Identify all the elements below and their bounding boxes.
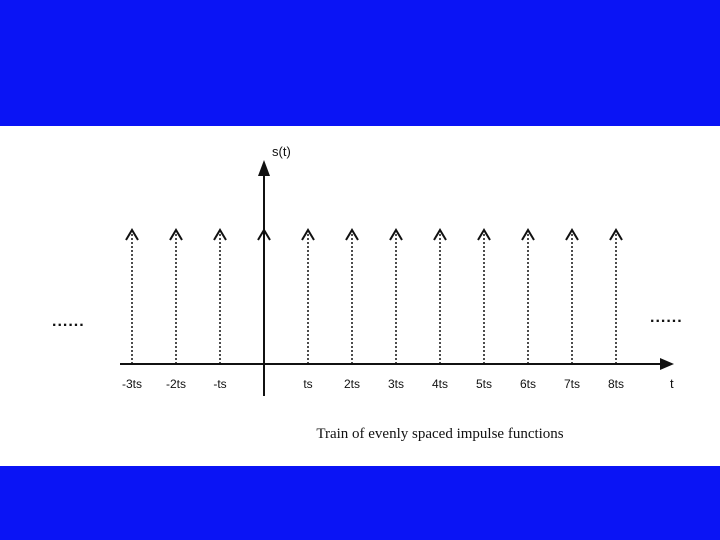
s-axis-arrowhead <box>258 160 270 176</box>
impulse-group: -3ts -2ts -ts ts 2ts 3ts 4ts 5ts 6ts 7ts 8ts <box>122 228 624 391</box>
impulse-tick-label: 6ts <box>520 377 536 391</box>
impulse-tick-label: 3ts <box>388 377 404 391</box>
impulse-arrowhead <box>389 228 403 241</box>
impulse-neg1: -ts <box>213 228 227 391</box>
impulse-7: 7ts <box>564 228 580 391</box>
s-axis-label: s(t) <box>272 144 291 159</box>
impulse-neg2: -2ts <box>166 228 186 391</box>
impulse-tick-label: 8ts <box>608 377 624 391</box>
t-axis-label: t <box>670 376 674 391</box>
impulse-arrowhead <box>125 228 139 241</box>
impulse-4: 4ts <box>432 228 448 391</box>
impulse-tick-label: 5ts <box>476 377 492 391</box>
impulse-arrowhead <box>521 228 535 241</box>
impulse-1: ts <box>301 228 315 391</box>
bottom-color-band <box>0 466 720 540</box>
impulse-arrowhead <box>301 228 315 241</box>
impulse-6: 6ts <box>520 228 536 391</box>
impulse-tick-label: 2ts <box>344 377 360 391</box>
impulse-arrowhead <box>477 228 491 241</box>
impulse-train-figure: s(t) t ...... ...... -3ts -2ts -ts ts 2ts 3ts… <box>0 126 720 466</box>
impulse-arrowhead <box>609 228 623 241</box>
impulse-tick-label: -2ts <box>166 377 186 391</box>
top-color-band <box>0 0 720 126</box>
right-ellipsis: ...... <box>650 309 683 326</box>
impulse-3: 3ts <box>388 228 404 391</box>
impulse-arrowhead <box>565 228 579 241</box>
impulse-train-diagram: s(t) t ...... ...... -3ts -2ts -ts ts 2ts 3ts… <box>52 144 683 442</box>
impulse-tick-label: -ts <box>213 377 226 391</box>
impulse-8: 8ts <box>608 228 624 391</box>
impulse-arrowhead <box>345 228 359 241</box>
impulse-tick-label: -3ts <box>122 377 142 391</box>
impulse-arrowhead <box>169 228 183 241</box>
impulse-arrowhead <box>257 228 271 241</box>
left-ellipsis: ...... <box>52 313 85 330</box>
impulse-arrowhead <box>213 228 227 241</box>
impulse-neg3: -3ts <box>122 228 142 391</box>
impulse-tick-label: 4ts <box>432 377 448 391</box>
impulse-arrowhead <box>433 228 447 241</box>
impulse-0 <box>257 228 271 241</box>
figure-caption: Train of evenly spaced impulse functions <box>316 426 563 442</box>
impulse-tick-label: 7ts <box>564 377 580 391</box>
impulse-2: 2ts <box>344 228 360 391</box>
impulse-5: 5ts <box>476 228 492 391</box>
t-axis-arrowhead <box>660 358 674 370</box>
impulse-tick-label: ts <box>303 377 312 391</box>
